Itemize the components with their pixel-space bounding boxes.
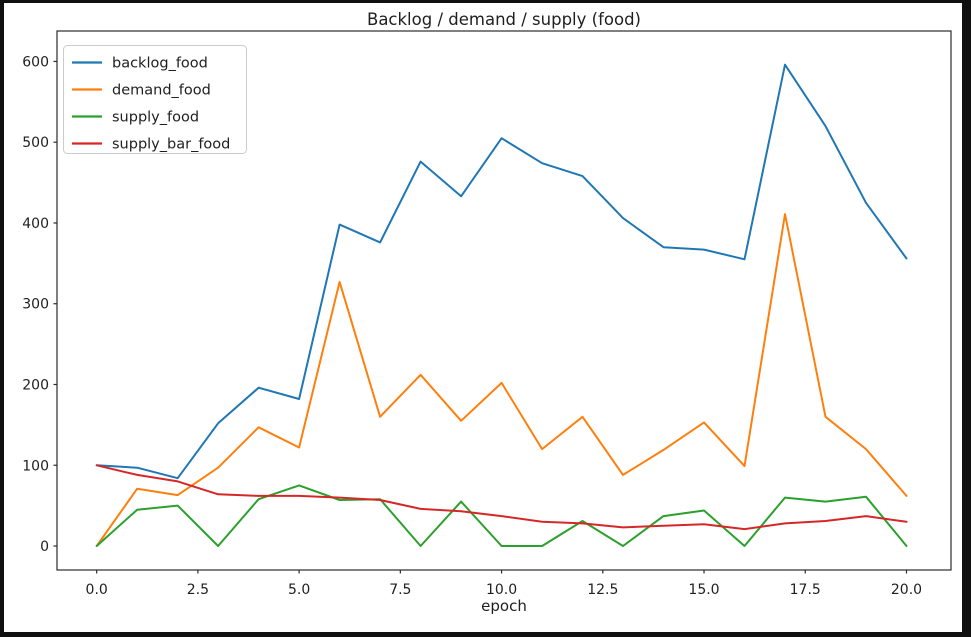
x-tick-label: 5.0 (288, 582, 310, 598)
plot-frame (56, 30, 952, 571)
chart-title: Backlog / demand / supply (food) (367, 10, 641, 29)
y-tick-label: 0 (40, 539, 49, 555)
y-tick-label: 300 (22, 297, 49, 313)
legend: backlog_food demand_food supply_foodsupply… (63, 45, 247, 154)
x-axis-label: epoch (481, 597, 527, 615)
x-axis-ticks: 0.0 2.5 5.0 7.5 10.0 12.5 15.0 17.5 20.0 (86, 570, 922, 598)
x-tick-label: 7.5 (389, 582, 411, 598)
y-tick-label: 200 (22, 377, 49, 393)
legend-label-demand_food: demand_food (112, 83, 211, 99)
x-tick-label: 2.5 (187, 582, 209, 598)
x-tick-label: 12.5 (587, 582, 618, 598)
legend-label-supply_bar_food: supply_bar_food (112, 137, 230, 153)
x-tick-label: 0.0 (86, 582, 108, 598)
x-tick-label: 10.0 (486, 582, 517, 598)
x-tick-label: 15.0 (688, 582, 719, 598)
line-demand_food (95, 213, 908, 547)
legend-entries: backlog_food demand_food supply_foodsupply… (72, 56, 230, 153)
y-axis-ticks: 0 100 200 300 400 500 600 (22, 54, 57, 555)
y-tick-label: 600 (22, 54, 49, 70)
line-backlog_food (95, 63, 908, 480)
line-supply_food (95, 484, 908, 547)
series-lines (95, 63, 908, 547)
y-tick-label: 500 (22, 135, 49, 151)
y-tick-label: 100 (22, 458, 49, 474)
legend-label-backlog_food: backlog_food (112, 56, 208, 72)
line-supply_bar_food (95, 464, 908, 531)
x-tick-label: 17.5 (790, 582, 821, 598)
legend-box (63, 45, 247, 154)
y-tick-label: 400 (22, 216, 49, 232)
x-tick-label: 20.0 (891, 582, 922, 598)
legend-label-supply_food: supply_food (112, 110, 199, 126)
